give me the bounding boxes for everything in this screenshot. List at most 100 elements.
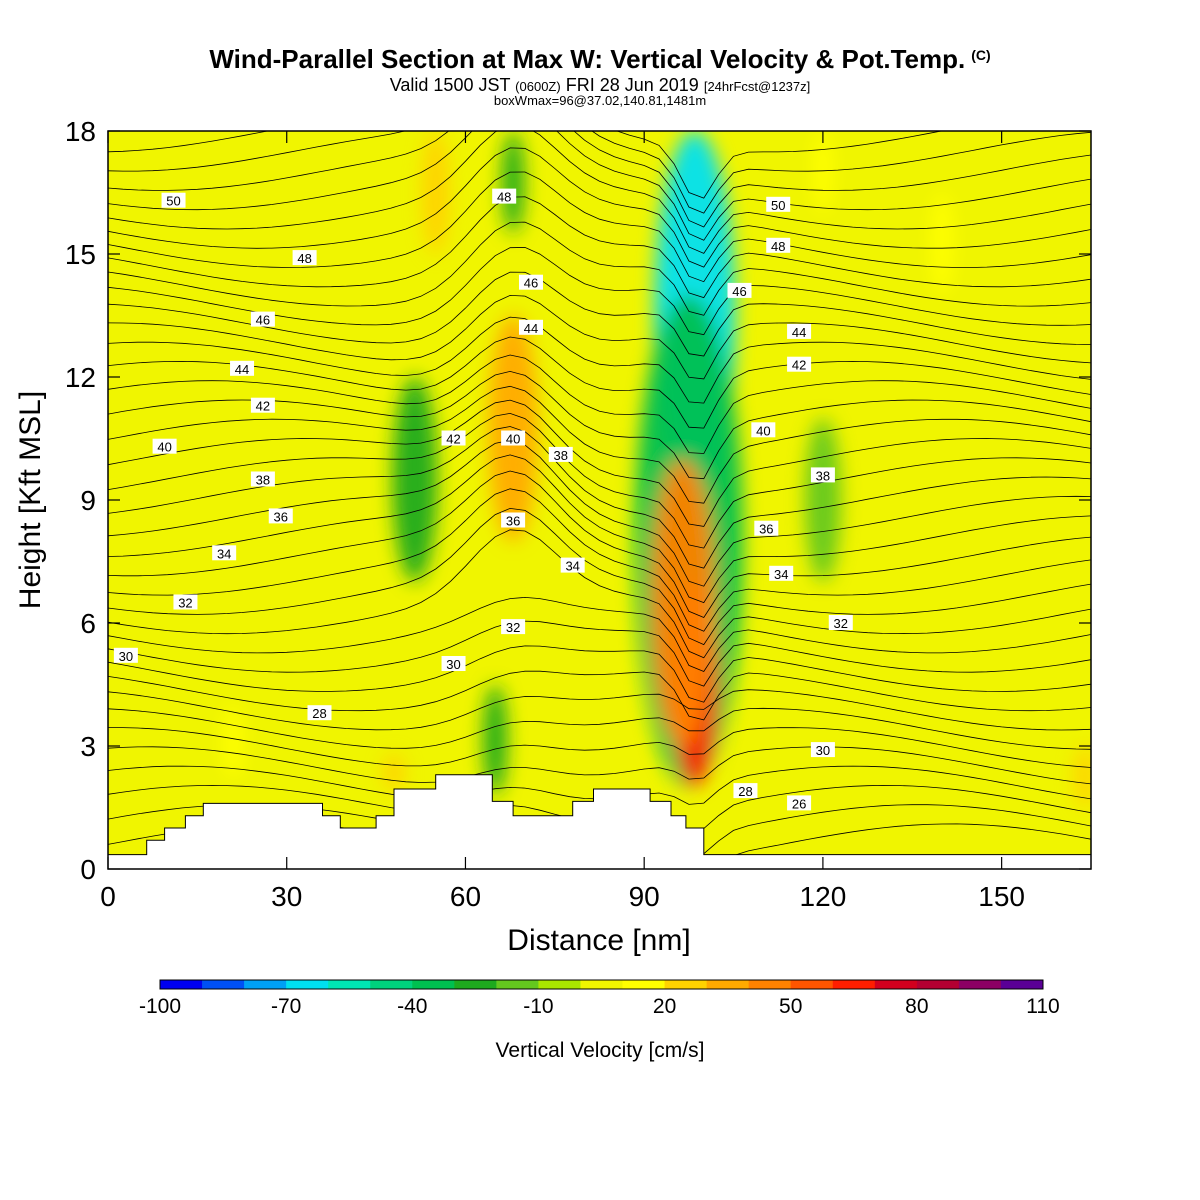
copyright-mark: (C) (971, 47, 991, 63)
y-tick-label: 6 (80, 608, 96, 639)
isentrope-label: 42 (446, 432, 460, 447)
isentrope-line (108, 670, 1091, 721)
isentrope-label: 28 (738, 784, 752, 799)
forecast-hour: [24hrFcst@1237z] (703, 79, 811, 94)
valid-date: FRI 28 Jun 2019 (565, 75, 699, 95)
x-tick-label: 30 (271, 881, 302, 912)
colorbar-frame (159, 979, 1044, 990)
isentrope-label: 36 (506, 514, 520, 529)
colorbar-swatch (958, 980, 1002, 989)
velocity-cell (1075, 746, 1091, 808)
isentrope-label: 48 (497, 190, 511, 205)
isentrope-label-bg (828, 615, 853, 630)
y-tick-label: 12 (65, 362, 96, 393)
isentrope-label: 26 (792, 796, 806, 811)
isentrope-label-bg (501, 430, 526, 446)
colorbar-swatch (370, 980, 413, 989)
isentrope-line (108, 470, 1091, 618)
isentrope-label: 32 (834, 616, 848, 631)
velocity-cell (651, 459, 715, 746)
y-tick-label: 15 (65, 239, 96, 270)
isentrope-label-bg (787, 323, 812, 339)
colorbar-swatch (202, 980, 245, 989)
isentrope-label-bg (173, 594, 198, 610)
isentrope-line (108, 271, 1091, 357)
isentrope-label-bg (230, 360, 255, 376)
x-tick-label: 120 (800, 881, 847, 912)
isentrope-label-bg (518, 274, 543, 290)
isentrope-labels: 50 48 46 44 42 40 38 36 34 32 30 28 48 46 44 42 40 38 36 34… (113, 188, 853, 811)
isentrope-line (108, 131, 1091, 214)
isentrope-label: 40 (756, 423, 770, 438)
isentrope-line (108, 147, 1091, 268)
isentrope-label-bg (441, 656, 466, 671)
isentrope-label-bg (810, 742, 835, 758)
isentrope-label-bg (250, 471, 275, 487)
isentrope-line (108, 131, 944, 199)
y-tick-label: 18 (65, 116, 96, 147)
isentrope-label: 44 (792, 325, 806, 340)
isentrope-line (108, 529, 1091, 659)
isentrope-label-bg (152, 438, 177, 454)
valid-time-utc: (0600Z) (515, 79, 561, 94)
valid-time-a: Valid 1500 JST (389, 75, 511, 95)
isentrope-label-bg (268, 508, 293, 524)
isentrope-line (108, 412, 1091, 549)
isentrope-label: 36 (759, 522, 773, 537)
isentrope-label: 36 (274, 509, 288, 524)
colorbar-tick-label: -40 (397, 995, 427, 1018)
isentrope-line (108, 131, 1091, 241)
colorbar-tick-label: 110 (1026, 995, 1059, 1018)
isentrope-label-bg (501, 619, 526, 635)
y-tick-label: 3 (80, 731, 96, 762)
valid-time-line: Valid 1500 JST (0600Z) FRI 28 Jun 2019 [… (0, 75, 1200, 96)
isentrope-label-bg (307, 705, 332, 721)
isentrope-label-bg (733, 783, 758, 799)
velocity-cell (383, 754, 404, 792)
velocity-cell (930, 192, 954, 295)
isentrope-label: 28 (312, 706, 326, 721)
y-tick-label: 9 (80, 485, 96, 516)
isentrope-line (108, 727, 1091, 768)
colorbar-tick-label: -10 (523, 995, 553, 1018)
isentrope-label-bg (560, 557, 585, 573)
velocity-cell (483, 684, 508, 796)
isentrope-label-bg (787, 356, 812, 372)
colorbar-swatch (622, 980, 666, 989)
chart-title: Wind-Parallel Section at Max W: Vertical… (0, 44, 1200, 75)
isentrope-line (108, 354, 1091, 454)
isentrope-label-bg (727, 282, 752, 298)
colorbar-swatch (496, 980, 539, 989)
isentrope-label: 34 (565, 559, 579, 574)
velocity-cell (804, 418, 841, 582)
colorbar-swatch (454, 980, 497, 989)
isentrope-label: 34 (774, 567, 788, 582)
y-tick-label: 0 (80, 854, 96, 885)
x-axis: 0 30 60 90 120 150 (100, 131, 1025, 912)
velocity-cell (812, 131, 833, 213)
x-tick-label: 0 (100, 881, 116, 912)
colorbar-swatch (160, 980, 203, 989)
colorbar-tick-label: -70 (271, 995, 301, 1018)
isentrope-line (108, 294, 1091, 380)
isentrope-line (108, 131, 1091, 254)
isentrope-label-bg (212, 545, 237, 561)
isentrope-label-bg (751, 422, 776, 438)
isentrope-label: 30 (446, 657, 460, 672)
box-wmax-info: boxWmax=96@37.02,140.81,1481m (493, 93, 707, 108)
isentrope-contours (108, 131, 1091, 869)
colorbar-swatch (790, 980, 834, 989)
isentrope-line (108, 488, 1091, 632)
isentrope-line (108, 399, 1091, 527)
isentrope-label: 30 (816, 743, 830, 758)
isentrope-label: 38 (816, 468, 830, 483)
y-axis-label: Height [Kft MSL] (14, 391, 47, 609)
isentrope-label: 34 (217, 546, 231, 561)
colorbar-swatch (538, 980, 581, 989)
isentrope-label: 46 (524, 276, 538, 291)
isentrope-label: 32 (178, 596, 192, 611)
isentrope-label-bg (766, 196, 791, 212)
colorbar-swatch (832, 980, 876, 989)
isentrope-line (108, 620, 1091, 687)
isentrope-label-bg (250, 311, 275, 327)
